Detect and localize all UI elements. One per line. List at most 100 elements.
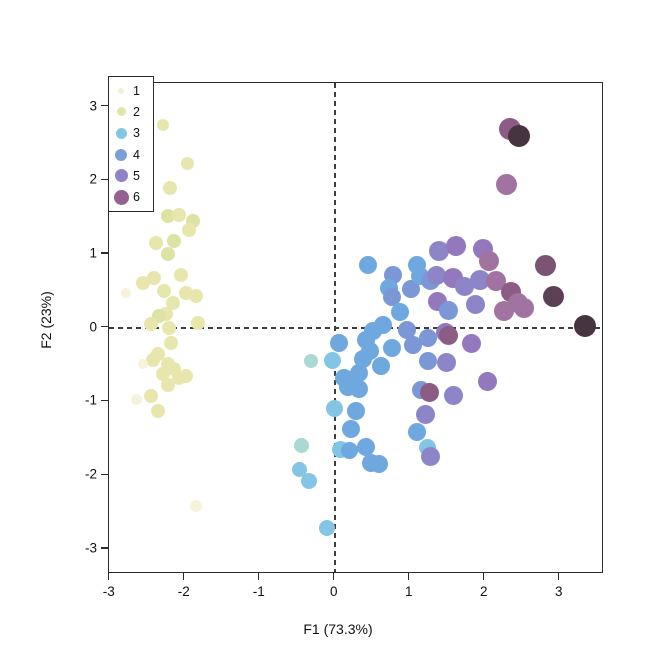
data-point — [294, 438, 310, 454]
data-point — [496, 173, 517, 195]
data-point — [357, 438, 376, 457]
legend-swatch-box — [109, 127, 133, 139]
data-point — [513, 297, 534, 318]
x-tick-label: 2 — [479, 584, 488, 599]
data-point — [120, 288, 131, 299]
legend-swatch-circle — [114, 169, 128, 183]
data-point — [303, 353, 318, 368]
data-point — [148, 235, 163, 250]
data-point — [342, 419, 361, 438]
legend-entry: 5 — [109, 166, 153, 186]
x-tick-mark — [333, 573, 335, 580]
x-tick-mark — [408, 573, 410, 580]
y-tick-label: -2 — [84, 466, 97, 482]
data-point — [429, 241, 449, 262]
legend-swatch-box — [109, 189, 133, 205]
data-point — [156, 283, 171, 298]
x-tick-mark — [183, 573, 185, 580]
data-point — [466, 294, 486, 314]
data-point — [371, 357, 390, 376]
legend-entry: 1 — [109, 81, 153, 101]
data-point — [301, 473, 318, 490]
data-point — [416, 404, 435, 424]
y-tick-label: -1 — [84, 392, 97, 408]
data-point — [349, 363, 368, 382]
y-tick-label: 2 — [89, 171, 97, 187]
data-point — [163, 335, 178, 350]
legend-swatch-circle — [115, 148, 127, 161]
y-tick-mark — [101, 178, 108, 180]
legend-entry: 6 — [109, 187, 153, 207]
data-point — [397, 320, 416, 339]
x-tick-label: -2 — [177, 584, 190, 599]
data-point — [543, 285, 565, 307]
data-point — [135, 275, 150, 290]
data-point — [418, 351, 437, 370]
x-tick-mark — [108, 573, 110, 580]
data-point — [171, 207, 186, 222]
data-point — [330, 334, 349, 353]
legend-entry-label: 3 — [133, 126, 140, 141]
data-point — [391, 302, 409, 321]
data-point — [178, 369, 193, 384]
legend-swatch-circle — [118, 87, 124, 94]
legend-entry-label: 4 — [133, 147, 140, 162]
data-point — [419, 383, 439, 403]
data-point — [346, 402, 365, 421]
data-point — [455, 276, 474, 296]
y-tick-mark — [101, 252, 108, 254]
plot-area — [108, 82, 603, 573]
data-point — [190, 500, 202, 513]
y-tick-label: 3 — [89, 98, 97, 114]
data-point — [426, 265, 446, 285]
data-point — [370, 455, 388, 474]
data-point — [144, 388, 158, 403]
legend-swatch-circle — [116, 107, 126, 117]
x-tick-label: 0 — [329, 584, 338, 599]
data-point — [445, 235, 466, 256]
y-tick-mark — [101, 399, 108, 402]
legend-entry: 4 — [109, 145, 153, 165]
data-point — [573, 315, 596, 338]
data-point — [353, 349, 372, 368]
data-point — [324, 352, 341, 370]
y-tick-mark — [101, 326, 108, 328]
x-tick-label: -3 — [102, 584, 115, 599]
data-point — [408, 423, 427, 442]
data-point — [190, 315, 205, 330]
zero-horizontal-dashed-line — [109, 326, 602, 329]
legend-entry-label: 6 — [133, 190, 140, 205]
data-point — [130, 393, 142, 405]
legend-box: 1 2 3 4 5 6 — [108, 76, 154, 212]
legend-swatch-box — [109, 169, 133, 183]
y-tick-mark — [101, 473, 108, 475]
data-point — [438, 326, 458, 346]
data-point — [382, 338, 401, 357]
x-tick-label: 3 — [554, 584, 563, 599]
data-point — [160, 247, 175, 262]
data-point — [145, 353, 160, 368]
data-point — [421, 447, 441, 467]
data-point — [349, 379, 368, 398]
data-point — [418, 329, 437, 348]
x-tick-mark — [483, 573, 485, 580]
data-point — [469, 269, 490, 290]
y-tick-mark — [101, 547, 108, 549]
data-point — [160, 209, 175, 224]
x-tick-label: -1 — [252, 584, 265, 599]
legend-entry-label: 1 — [133, 83, 140, 98]
x-axis-label: F1 (73.3%) — [303, 621, 373, 637]
data-point — [189, 289, 203, 304]
data-point — [292, 461, 307, 477]
data-point — [340, 442, 358, 460]
data-point — [162, 180, 177, 195]
legend-entry: 2 — [109, 102, 153, 122]
data-point — [166, 233, 181, 248]
data-point — [147, 270, 161, 285]
x-tick-mark — [258, 573, 260, 580]
legend-entry-label: 5 — [133, 168, 140, 183]
legend-swatch-circle — [115, 127, 127, 139]
data-point — [160, 377, 175, 392]
x-tick-label: 1 — [404, 584, 413, 599]
